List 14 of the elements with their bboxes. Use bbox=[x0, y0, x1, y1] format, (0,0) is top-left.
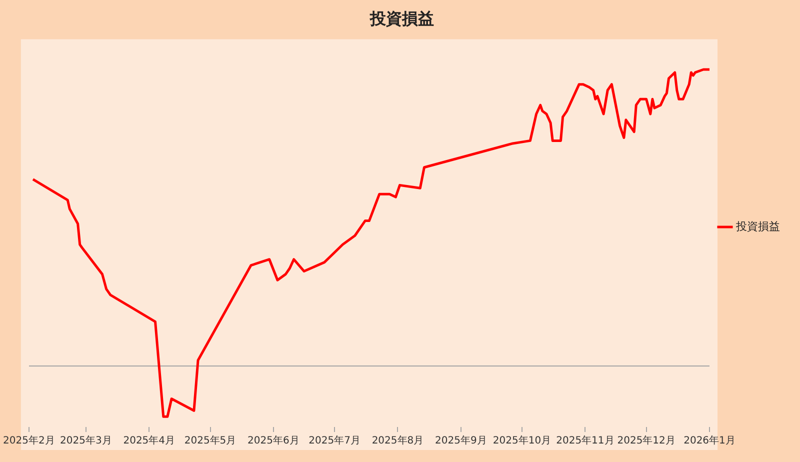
x-tick-label: 2025年12月 bbox=[617, 434, 676, 447]
x-tick-label: 2025年8月 bbox=[372, 434, 424, 447]
x-tick-label: 2025年4月 bbox=[123, 434, 176, 447]
x-tick-label: 2025年3月 bbox=[60, 434, 112, 447]
x-tick-label: 2026年1月 bbox=[684, 434, 736, 447]
x-tick-label: 2025年11月 bbox=[556, 434, 614, 447]
x-tick-label: 2025年7月 bbox=[308, 434, 360, 447]
x-tick-label: 2025年2月 bbox=[3, 434, 55, 447]
x-tick-label: 2025年9月 bbox=[434, 434, 487, 447]
x-tick-label: 2025年10月 bbox=[492, 434, 552, 447]
x-tick-label: 2025年6月 bbox=[248, 434, 300, 447]
x-tick-label: 2025年5月 bbox=[184, 434, 236, 447]
chart-title: 投資損益 bbox=[369, 8, 434, 28]
legend-label: 投資損益 bbox=[735, 220, 780, 233]
